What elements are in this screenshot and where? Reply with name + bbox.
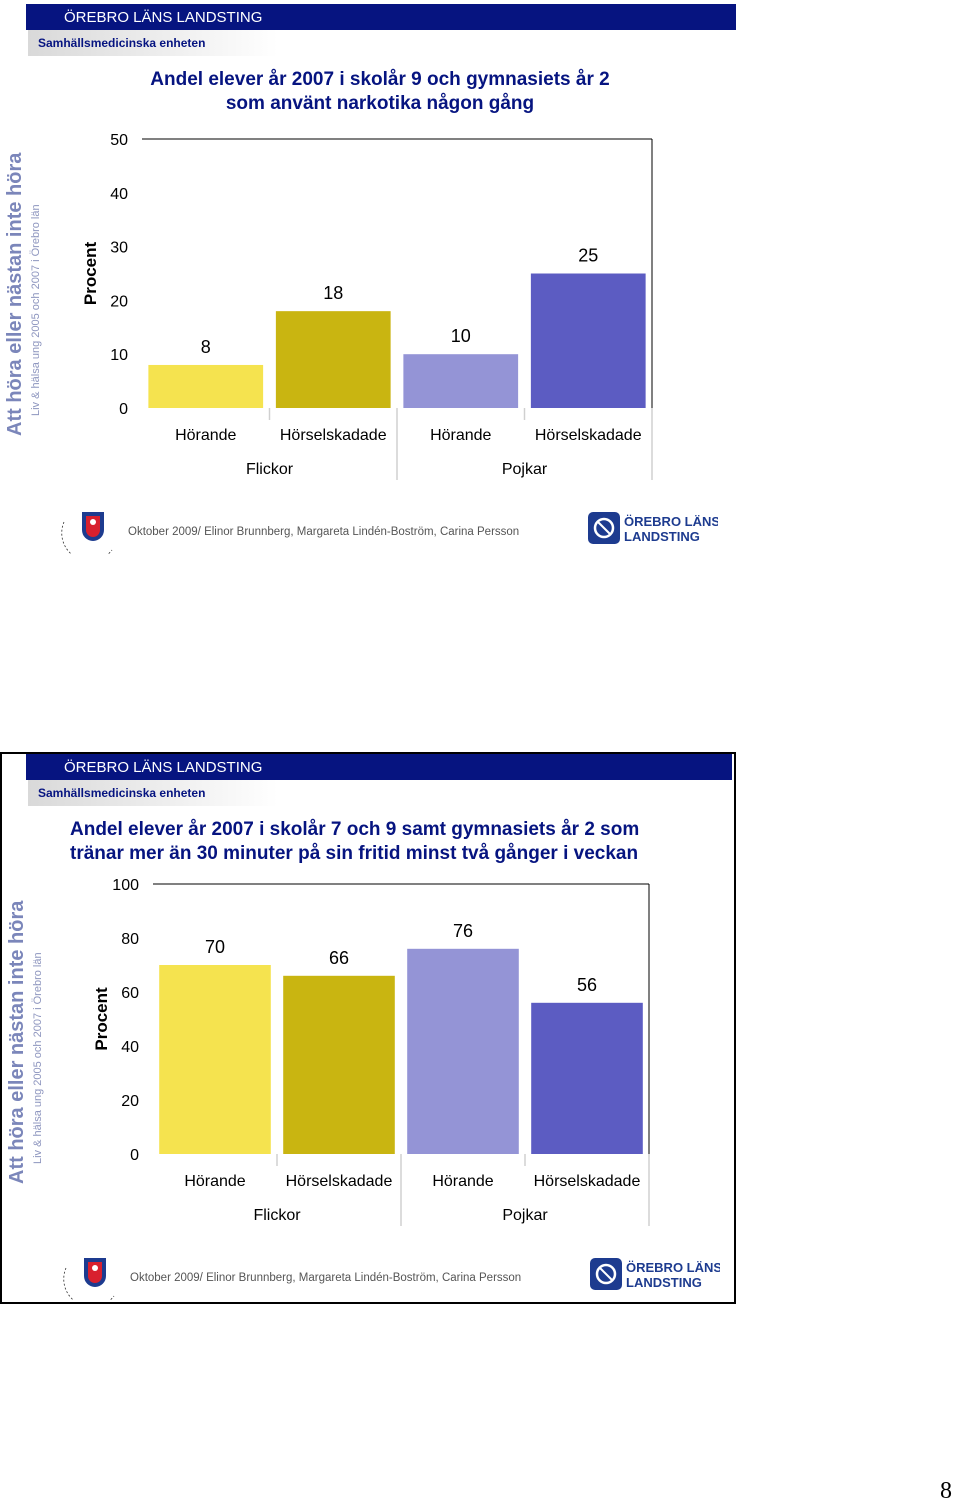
data-label: 70 xyxy=(205,937,225,957)
data-label: 56 xyxy=(577,975,597,995)
group-label: Pojkar xyxy=(502,461,548,478)
data-label: 8 xyxy=(201,337,211,357)
landsting-logo-line2: LANDSTING xyxy=(624,529,700,544)
header-bar: ÖREBRO LÄNS LANDSTING xyxy=(26,754,732,780)
bar xyxy=(531,1002,643,1154)
group-label: Flickor xyxy=(253,1207,301,1224)
bar xyxy=(403,354,519,408)
landsting-logo-line2: LANDSTING xyxy=(626,1275,702,1290)
x-tick-label: Hörande xyxy=(430,427,491,444)
group-label: Pojkar xyxy=(502,1207,548,1224)
data-label: 66 xyxy=(329,948,349,968)
x-tick-label: Hörselskadade xyxy=(286,1173,393,1190)
bar xyxy=(530,273,646,408)
footer-credits: Oktober 2009/ Elinor Brunnberg, Margaret… xyxy=(128,526,520,538)
bar xyxy=(283,975,395,1154)
header-unit: Samhällsmedicinska enheten xyxy=(28,780,278,806)
y-tick-label: 100 xyxy=(112,877,139,894)
y-tick-label: 20 xyxy=(121,1093,139,1110)
data-label: 10 xyxy=(451,326,471,346)
x-tick-label: Hörselskadade xyxy=(534,1173,641,1190)
university-logo xyxy=(60,508,116,562)
bar-chart-narkotika: 0 10 20 30 40 50 Procent 8 Hörande 18 Hörselskadad… xyxy=(81,132,653,480)
header-bar: ÖREBRO LÄNS LANDSTING xyxy=(26,4,736,30)
footer-credits: Oktober 2009/ Elinor Brunnberg, Margaret… xyxy=(130,1272,522,1284)
slide-title-line2: tränar mer än 30 minuter på sin fritid m… xyxy=(70,843,639,864)
data-label: 18 xyxy=(323,283,343,303)
x-tick-label: Hörselskadade xyxy=(535,427,642,444)
slide-title: Andel elever år 2007 i skolår 7 och 9 sa… xyxy=(70,818,710,866)
y-tick-label: 20 xyxy=(110,293,128,310)
university-logo xyxy=(62,1254,118,1308)
x-tick-label: Hörselskadade xyxy=(280,427,387,444)
y-tick-label: 50 xyxy=(110,132,128,149)
landsting-logo: ÖREBRO LÄNS LANDSTING xyxy=(588,510,720,546)
y-tick-label: 60 xyxy=(121,985,139,1002)
data-label: 76 xyxy=(453,921,473,941)
header-org: ÖREBRO LÄNS LANDSTING xyxy=(64,9,263,26)
landsting-logo-line1: ÖREBRO LÄNS xyxy=(624,514,718,529)
header-org: ÖREBRO LÄNS LANDSTING xyxy=(64,759,263,776)
y-tick-label: 30 xyxy=(110,240,128,257)
slide-title-line1: Andel elever år 2007 i skolår 9 och gymn… xyxy=(150,69,610,90)
x-tick-label: Hörande xyxy=(184,1173,245,1190)
bar-chart-traning: 0 20 40 60 80 100 Procent 70 Hörande 66 Hörselskad… xyxy=(92,877,650,1226)
slide-title-line2: som använt narkotika någon gång xyxy=(225,93,535,114)
page-number: 8 xyxy=(940,1478,952,1504)
y-tick-label: 80 xyxy=(121,931,139,948)
y-tick-label: 10 xyxy=(110,347,128,364)
data-label: 25 xyxy=(578,246,598,266)
bar xyxy=(275,311,391,408)
y-axis-label: Procent xyxy=(81,242,100,306)
landsting-logo-line1: ÖREBRO LÄNS xyxy=(626,1260,720,1275)
slide-1: ÖREBRO LÄNS LANDSTING Samhällsmedicinska… xyxy=(0,4,736,562)
group-label: Flickor xyxy=(246,461,294,478)
slide-title: Andel elever år 2007 i skolår 9 och gymn… xyxy=(110,68,650,116)
y-tick-label: 0 xyxy=(119,401,128,418)
bar xyxy=(148,364,264,408)
x-tick-label: Hörande xyxy=(432,1173,493,1190)
y-tick-label: 40 xyxy=(110,186,128,203)
slide-2: ÖREBRO LÄNS LANDSTING Samhällsmedicinska… xyxy=(0,752,736,1308)
landsting-logo: ÖREBRO LÄNS LANDSTING xyxy=(590,1256,722,1292)
bar xyxy=(407,948,519,1154)
y-tick-label: 40 xyxy=(121,1039,139,1056)
x-tick-label: Hörande xyxy=(175,427,236,444)
bar xyxy=(159,965,271,1154)
y-tick-label: 0 xyxy=(130,1147,139,1164)
y-axis-label: Procent xyxy=(92,987,111,1051)
header-unit: Samhällsmedicinska enheten xyxy=(28,30,278,56)
slide-title-line1: Andel elever år 2007 i skolår 7 och 9 sa… xyxy=(70,819,640,840)
